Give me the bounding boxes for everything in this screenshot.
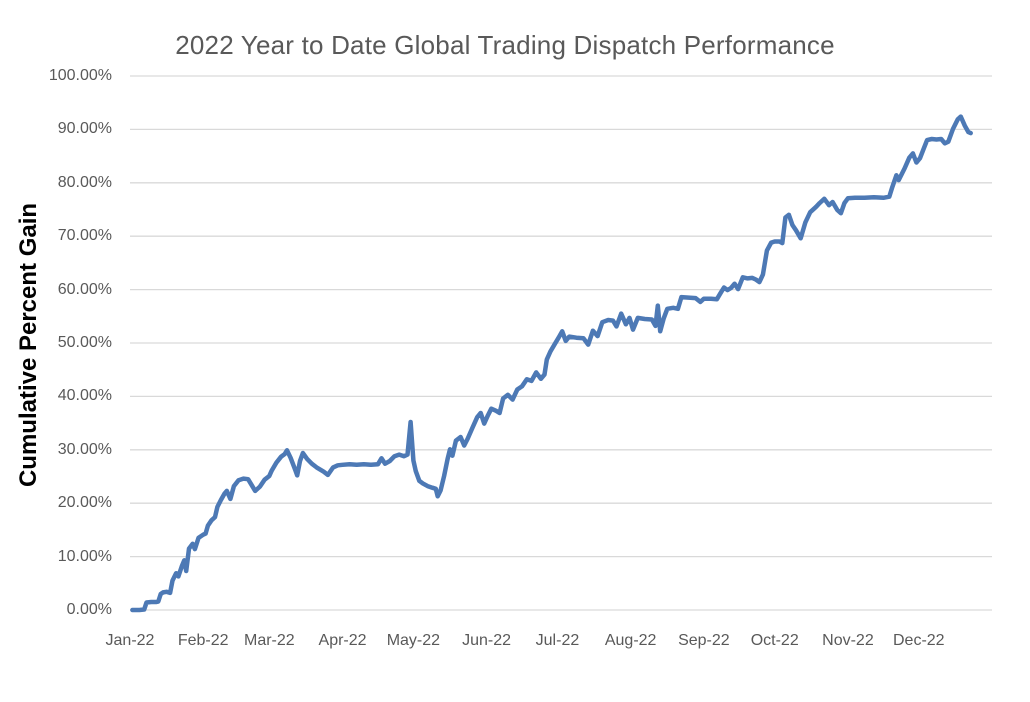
chart-title: 2022 Year to Date Global Trading Dispatc… xyxy=(175,30,835,60)
y-tick-label: 0.00% xyxy=(66,601,112,618)
x-tick-label: Jun-22 xyxy=(462,632,512,649)
x-tick-label: Jul-22 xyxy=(535,632,580,649)
x-tick-label: Apr-22 xyxy=(318,632,367,649)
x-tick-label: Oct-22 xyxy=(750,632,799,649)
x-tick-label: Mar-22 xyxy=(243,632,295,649)
y-tick-label: 10.00% xyxy=(57,547,112,565)
x-tick-label: Dec-22 xyxy=(892,632,945,649)
x-tick-label: Jan-22 xyxy=(105,632,155,649)
x-tick-label: Nov-22 xyxy=(822,632,874,649)
y-tick-label: 70.00% xyxy=(57,227,112,245)
x-tick-label: Aug-22 xyxy=(604,632,657,649)
y-tick-label: 20.00% xyxy=(57,494,112,512)
y-tick-label: 90.00% xyxy=(57,120,112,138)
x-tick-label: Sep-22 xyxy=(678,632,730,649)
y-tick-label: 40.00% xyxy=(57,387,112,405)
y-tick-label: 50.00% xyxy=(57,334,112,351)
y-tick-label: 30.00% xyxy=(57,440,112,458)
x-tick-label: Feb-22 xyxy=(177,632,229,649)
x-tick-label: May-22 xyxy=(386,632,441,649)
y-tick-label: 80.00% xyxy=(57,173,112,191)
y-tick-label: 60.00% xyxy=(57,280,112,298)
performance-line xyxy=(130,114,973,613)
y-tick-label: 100.00% xyxy=(48,67,112,84)
